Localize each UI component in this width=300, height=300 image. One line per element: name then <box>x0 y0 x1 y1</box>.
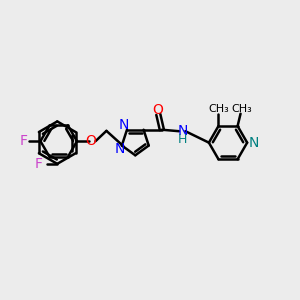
Text: H: H <box>178 133 187 146</box>
Text: CH₃: CH₃ <box>208 104 229 114</box>
Text: F: F <box>34 157 43 171</box>
Text: N: N <box>248 136 259 150</box>
Text: O: O <box>85 134 96 148</box>
Text: O: O <box>152 103 163 117</box>
Text: N: N <box>119 118 129 132</box>
Text: CH₃: CH₃ <box>232 104 252 114</box>
Text: F: F <box>20 134 28 148</box>
Text: N: N <box>177 124 188 138</box>
Text: N: N <box>114 142 125 156</box>
